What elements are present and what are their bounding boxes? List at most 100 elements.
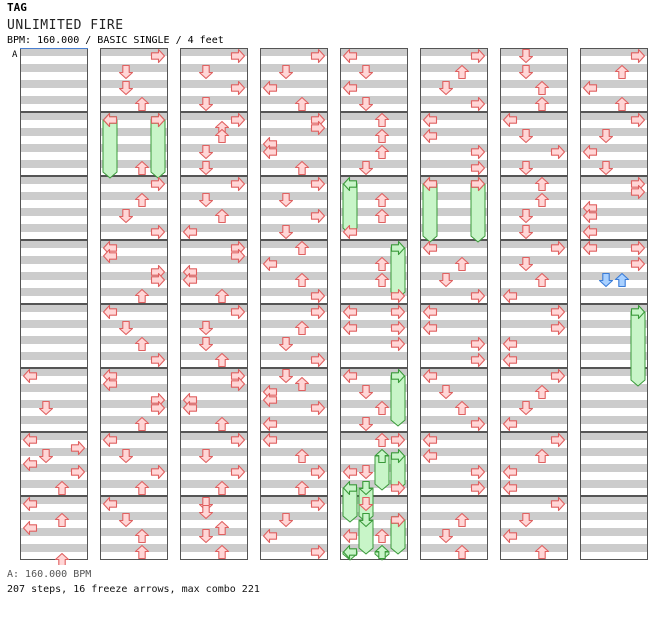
step-arrow	[262, 392, 278, 408]
beat-band	[500, 448, 568, 456]
step-arrow	[390, 304, 406, 320]
beat-band	[580, 336, 648, 344]
beat-band	[260, 512, 328, 520]
beat-band	[20, 544, 88, 552]
measure-frame	[420, 48, 488, 112]
step-arrow	[102, 376, 118, 392]
step-arrow	[454, 544, 470, 560]
beat-band	[420, 320, 488, 328]
beat-band	[260, 96, 328, 104]
step-arrow	[214, 288, 230, 304]
step-arrow	[134, 160, 150, 176]
step-arrow	[134, 96, 150, 112]
step-arrow	[502, 288, 518, 304]
beat-band	[500, 112, 568, 120]
step-arrow	[470, 336, 486, 352]
measure-frame	[100, 48, 168, 112]
beat-band	[580, 96, 648, 104]
beat-band	[500, 128, 568, 136]
step-arrow	[310, 464, 326, 480]
step-arrow	[534, 272, 550, 288]
beat-band	[180, 416, 248, 424]
step-arrow	[518, 128, 534, 144]
step-arrow	[550, 320, 566, 336]
step-arrow	[518, 64, 534, 80]
step-arrow	[54, 512, 70, 528]
beat-band	[260, 480, 328, 488]
beat-band	[340, 432, 408, 440]
beat-band	[580, 256, 648, 264]
step-arrow	[358, 496, 374, 512]
step-arrow	[70, 440, 86, 456]
beat-band	[420, 160, 488, 168]
chart-stats: 207 steps, 16 freeze arrows, max combo 2…	[7, 584, 260, 595]
beat-band	[580, 224, 648, 232]
step-arrow	[502, 416, 518, 432]
beat-band	[180, 192, 248, 200]
beat-band	[100, 464, 168, 472]
step-arrow	[134, 544, 150, 560]
beat-band	[340, 240, 408, 248]
beat-band	[340, 416, 408, 424]
step-arrow	[294, 96, 310, 112]
measure-frame	[580, 432, 648, 496]
beat-band	[100, 480, 168, 488]
step-arrow	[214, 480, 230, 496]
step-arrow	[374, 192, 390, 208]
measure-frame	[340, 240, 408, 304]
freeze-arrow-body	[150, 119, 166, 179]
measure-frame	[20, 176, 88, 240]
step-arrow	[198, 320, 214, 336]
beat-band	[420, 304, 488, 312]
step-arrow	[118, 448, 134, 464]
step-arrow	[502, 336, 518, 352]
step-arrow	[374, 272, 390, 288]
beat-band	[420, 544, 488, 552]
beat-band	[100, 240, 168, 248]
beat-band	[260, 64, 328, 72]
step-arrow	[278, 512, 294, 528]
measure-frame	[580, 176, 648, 240]
step-arrows	[22, 48, 646, 565]
step-arrow	[358, 64, 374, 80]
beat-band	[500, 320, 568, 328]
step-arrow	[358, 464, 374, 480]
beat-band	[420, 144, 488, 152]
beat-band	[180, 320, 248, 328]
beat-band	[260, 240, 328, 248]
beat-band	[20, 496, 88, 504]
step-arrow	[550, 496, 566, 512]
beat-band	[340, 400, 408, 408]
beat-band	[20, 160, 88, 168]
beat-band	[580, 464, 648, 472]
beat-band	[500, 80, 568, 88]
beat-band	[340, 544, 408, 552]
beat-band	[340, 288, 408, 296]
step-arrow	[230, 432, 246, 448]
beat-band	[420, 528, 488, 536]
measure-frame	[180, 112, 248, 176]
beat-band	[100, 160, 168, 168]
step-arrow	[134, 192, 150, 208]
beat-band	[100, 176, 168, 184]
step-arrow	[262, 528, 278, 544]
measure-frame	[580, 496, 648, 560]
step-arrow	[470, 288, 486, 304]
step-arrow	[342, 48, 358, 64]
step-arrow	[198, 96, 214, 112]
beat-band	[260, 432, 328, 440]
beat-band	[260, 144, 328, 152]
step-arrow	[502, 480, 518, 496]
step-arrow	[534, 192, 550, 208]
step-arrow	[118, 64, 134, 80]
beat-band	[180, 64, 248, 72]
beat-band	[100, 128, 168, 136]
measure-frame	[260, 496, 328, 560]
beat-band	[500, 144, 568, 152]
beat-band	[100, 400, 168, 408]
step-arrow	[438, 528, 454, 544]
step-arrow	[534, 80, 550, 96]
measure-frame	[420, 432, 488, 496]
beat-band	[180, 480, 248, 488]
step-arrow	[470, 416, 486, 432]
